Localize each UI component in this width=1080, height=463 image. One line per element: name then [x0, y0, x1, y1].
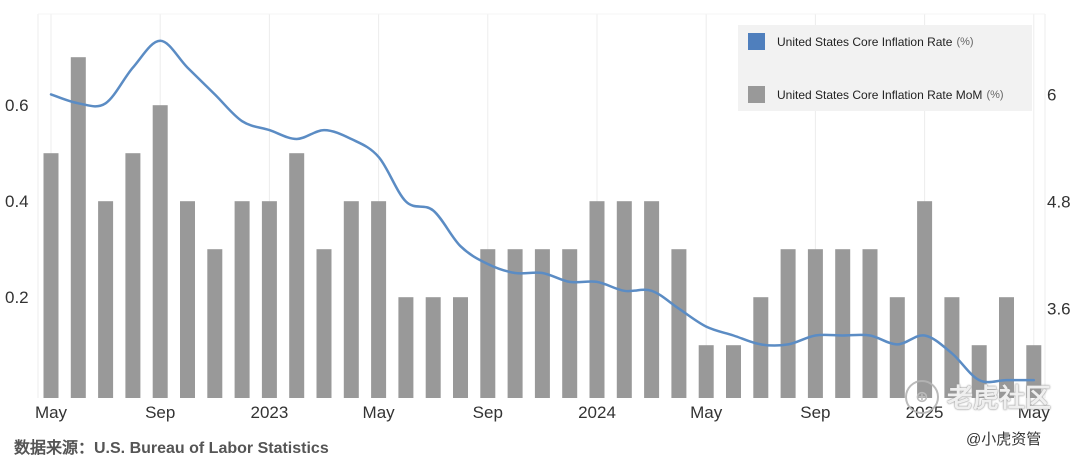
y-axis-left: 0.2 0.4 0.6	[5, 96, 29, 307]
bar[interactable]	[207, 249, 223, 398]
bar[interactable]	[971, 345, 987, 398]
bar[interactable]	[507, 249, 523, 398]
bar[interactable]	[261, 201, 277, 398]
bar[interactable]	[889, 297, 905, 398]
bar[interactable]	[316, 249, 332, 398]
x-tick-label: 2023	[250, 403, 288, 422]
y-right-tick-label: 6	[1047, 85, 1056, 104]
bar[interactable]	[425, 297, 441, 398]
bar[interactable]	[917, 201, 933, 398]
bar[interactable]	[398, 297, 414, 398]
bar[interactable]	[180, 201, 195, 398]
x-tick-label: May	[35, 403, 68, 422]
x-tick-label: Sep	[473, 403, 503, 422]
legend-swatch-bar	[748, 86, 765, 103]
bar[interactable]	[234, 201, 250, 398]
y-right-tick-label: 3.6	[1047, 300, 1071, 319]
bar[interactable]	[726, 345, 741, 398]
legend-unit-line: (%)	[956, 35, 974, 48]
legend: United States Core Inflation Rate (%) Un…	[738, 25, 1032, 111]
author-handle: @小虎资管	[966, 431, 1042, 448]
bars-series	[43, 57, 1042, 398]
bar[interactable]	[453, 297, 468, 398]
bar[interactable]	[152, 105, 168, 398]
bar[interactable]	[862, 249, 878, 398]
bar[interactable]	[999, 297, 1014, 398]
bar[interactable]	[534, 249, 550, 398]
legend-label-bar: United States Core Inflation Rate MoM	[777, 87, 983, 102]
bar[interactable]	[835, 249, 851, 398]
bar[interactable]	[944, 297, 960, 398]
bar[interactable]	[1026, 345, 1042, 398]
x-tick-label: 2024	[578, 403, 616, 422]
bar[interactable]	[98, 201, 114, 398]
y-left-tick-label: 0.4	[5, 192, 29, 211]
watermark: ⊕ 老虎社区	[905, 378, 1051, 415]
x-tick-label: May	[363, 403, 396, 422]
source-caption: 数据来源：U.S. Bureau of Labor Statistics	[14, 440, 329, 457]
tiger-logo-icon: ⊕	[905, 379, 939, 414]
bar[interactable]	[671, 249, 687, 398]
x-tick-label: Sep	[145, 403, 175, 422]
legend-item-line[interactable]: United States Core Inflation Rate (%)	[748, 33, 974, 50]
bar[interactable]	[125, 153, 141, 398]
y-right-tick-label: 4.8	[1047, 193, 1071, 212]
x-tick-label: Sep	[800, 403, 830, 422]
line-series	[49, 39, 1036, 384]
bar[interactable]	[616, 201, 632, 398]
bar[interactable]	[589, 201, 605, 398]
x-axis: May Sep 2023 May Sep 2024 May Sep 2025 May	[35, 403, 1050, 422]
bar[interactable]	[644, 201, 660, 398]
bar[interactable]	[43, 153, 59, 398]
watermark-text: 老虎社区	[947, 383, 1052, 413]
bar[interactable]	[371, 201, 387, 398]
bar[interactable]	[753, 297, 769, 398]
bar[interactable]	[289, 153, 305, 398]
x-tick-label: May	[690, 403, 723, 422]
legend-unit-bar: (%)	[986, 88, 1004, 101]
x-tick-label: May	[1018, 403, 1051, 422]
y-left-tick-label: 0.2	[5, 288, 29, 307]
bar[interactable]	[562, 249, 578, 398]
legend-label-line: United States Core Inflation Rate	[777, 34, 953, 49]
bar[interactable]	[780, 249, 796, 398]
bar[interactable]	[807, 249, 823, 398]
bar[interactable]	[480, 249, 496, 398]
y-left-tick-label: 0.6	[5, 96, 29, 115]
legend-item-bar[interactable]: United States Core Inflation Rate MoM (%…	[748, 86, 1004, 103]
bar[interactable]	[698, 345, 714, 398]
legend-swatch-line	[748, 33, 765, 50]
y-axis-right: 3.6 4.8 6	[1047, 85, 1071, 318]
bar[interactable]	[70, 57, 86, 398]
bar[interactable]	[343, 201, 359, 398]
